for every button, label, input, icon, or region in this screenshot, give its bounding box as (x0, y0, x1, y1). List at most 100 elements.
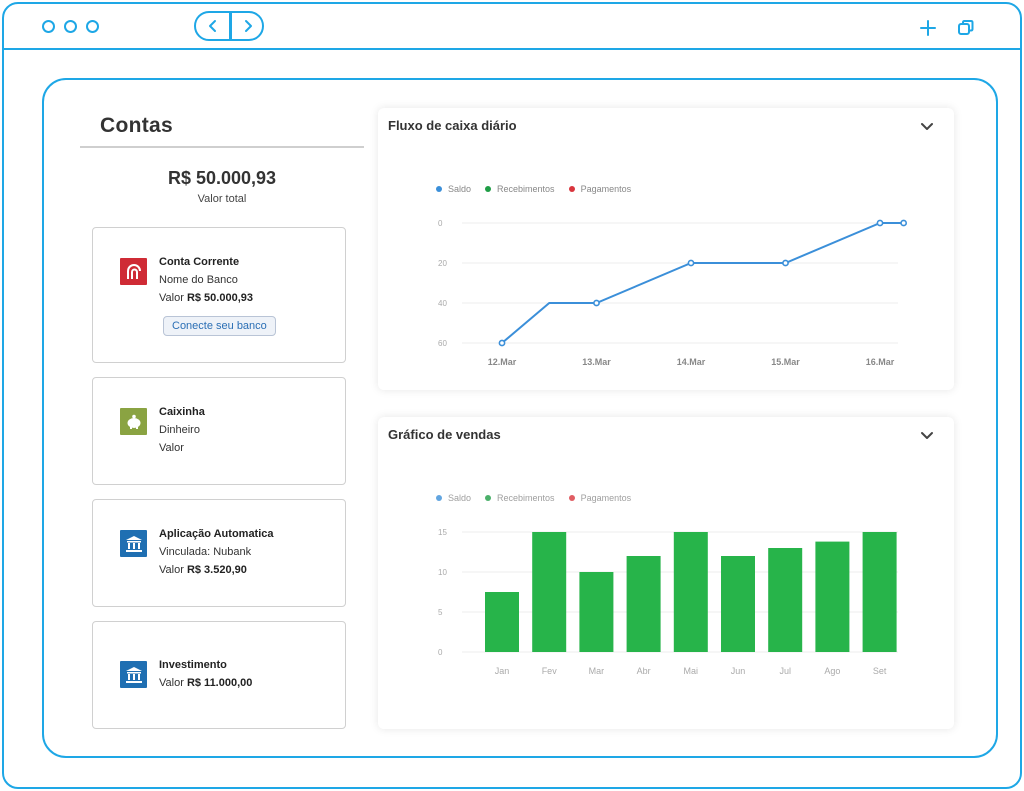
account-name: Caixinha (159, 406, 205, 418)
bar (579, 572, 614, 652)
sales-title: Gráfico de vendas (388, 427, 501, 442)
y-tick-label: 5 (438, 608, 443, 617)
data-point (876, 219, 884, 227)
sales-bar-chart: 0 5 10 15 Jan Fev Mar Abr Mai Jun Jul Ago Set (438, 528, 898, 676)
chevron-right-icon (244, 20, 252, 32)
x-tick-label: 15.Mar (771, 357, 800, 367)
nav-divider (229, 13, 232, 39)
account-bank: Nome do Banco (159, 274, 238, 286)
account-value-line: Valor R$ 50.000,93 (159, 289, 253, 307)
bar (626, 556, 661, 652)
plus-icon[interactable] (919, 19, 937, 37)
legend-label: Pagamentos (580, 493, 632, 503)
window-control-dot[interactable] (64, 20, 77, 33)
cashflow-panel: Fluxo de caixa diário Saldo Recebimentos… (378, 108, 954, 390)
data-point (782, 259, 789, 267)
bank-logo-icon (120, 258, 147, 285)
window-toolbar (4, 4, 1020, 50)
data-point (687, 259, 695, 267)
legend-swatch (485, 495, 492, 501)
legend-label: Pagamentos (580, 184, 632, 194)
y-tick-label: 0 (438, 219, 443, 228)
legend-item-saldo[interactable]: Saldo (436, 493, 471, 503)
back-button[interactable] (196, 13, 229, 39)
account-info: Investimento Valor R$ 11.000,00 (159, 656, 252, 692)
data-point (900, 219, 908, 227)
bar (768, 548, 803, 652)
bar (815, 541, 850, 652)
bar (532, 532, 567, 652)
window-control-dot[interactable] (42, 20, 55, 33)
account-info: Aplicação Automatica Vinculada: Nubank V… (159, 525, 274, 579)
y-tick-label: 15 (438, 528, 447, 537)
account-value-line: Valor R$ 3.520,90 (159, 561, 274, 579)
value-prefix: Valor (159, 442, 184, 454)
account-card-investimento[interactable]: Investimento Valor R$ 11.000,00 (92, 621, 346, 729)
account-value: R$ 3.520,90 (186, 564, 247, 576)
accounts-divider (80, 146, 364, 148)
account-card-aplicacao[interactable]: Aplicação Automatica Vinculada: Nubank V… (92, 499, 346, 607)
account-value-line: Valor R$ 11.000,00 (159, 674, 252, 692)
y-tick-label: 0 (438, 648, 443, 657)
x-tick-label: 13.Mar (582, 357, 611, 367)
legend-swatch (436, 186, 442, 192)
account-type: Dinheiro (159, 424, 200, 436)
copy-icon[interactable] (957, 19, 975, 37)
piggy-bank-icon (120, 408, 147, 435)
account-info: Conta Corrente Nome do Banco Valor R$ 50… (159, 253, 253, 307)
y-tick-label: 20 (438, 259, 447, 268)
cashflow-title: Fluxo de caixa diário (388, 118, 517, 133)
account-card-conta-corrente[interactable]: Conta Corrente Nome do Banco Valor R$ 50… (92, 227, 346, 363)
value-prefix: Valor (159, 677, 184, 689)
x-tick-label: Jul (779, 666, 791, 676)
window-control-dot[interactable] (86, 20, 99, 33)
legend-item-recebimentos[interactable]: Recebimentos (485, 184, 555, 194)
legend-swatch (568, 495, 575, 501)
dashboard-frame: Contas R$ 50.000,93 Valor total Conta Co… (42, 78, 998, 758)
legend-label: Saldo (448, 184, 472, 194)
connect-bank-button[interactable]: Conecte seu banco (163, 316, 276, 336)
bar (673, 532, 708, 652)
x-tick-label: Jan (495, 666, 510, 676)
y-tick-label: 10 (438, 568, 447, 577)
forward-button[interactable] (231, 13, 264, 39)
y-tick-label: 40 (438, 299, 447, 308)
series-line-saldo (501, 222, 904, 344)
account-value: R$ 11.000,00 (186, 677, 253, 689)
account-name: Conta Corrente (159, 256, 240, 268)
x-tick-label: 16.Mar (866, 357, 895, 367)
x-tick-label: Set (873, 666, 887, 676)
account-name: Investimento (159, 659, 227, 671)
navigation-buttons (194, 11, 264, 41)
legend-item-saldo[interactable]: Saldo (436, 184, 471, 194)
accounts-title: Contas (100, 114, 173, 137)
cashflow-line-chart: 0 20 40 60 12.Mar 13.Mar 14.Mar 15.Mar 16.Mar (438, 219, 908, 367)
y-tick-label: 60 (438, 339, 447, 348)
total-label: Valor total (197, 193, 247, 205)
legend-swatch (568, 186, 575, 192)
legend-item-recebimentos[interactable]: Recebimentos (485, 493, 555, 503)
total-value: R$ 50.000,93 (167, 168, 277, 188)
account-value-line: Valor (159, 439, 205, 457)
legend-item-pagamentos[interactable]: Pagamentos (568, 184, 632, 194)
bar (721, 556, 755, 652)
institution-icon (120, 661, 147, 688)
cashflow-legend: Saldo Recebimentos Pagamentos (436, 184, 631, 194)
chevron-down-icon[interactable] (920, 122, 934, 132)
x-tick-label: Mai (684, 666, 699, 676)
sales-legend: Saldo Recebimentos Pagamentos (436, 493, 631, 503)
bar (862, 532, 897, 652)
institution-icon (120, 530, 147, 557)
legend-label: Recebimentos (497, 493, 555, 503)
value-prefix: Valor (159, 292, 184, 304)
legend-swatch (485, 186, 492, 192)
data-point (498, 339, 506, 347)
chevron-down-icon[interactable] (920, 431, 934, 441)
account-card-caixinha[interactable]: Caixinha Dinheiro Valor (92, 377, 346, 485)
legend-swatch (436, 495, 442, 501)
value-prefix: Valor (159, 564, 184, 576)
legend-item-pagamentos[interactable]: Pagamentos (568, 493, 632, 503)
data-point (593, 299, 600, 307)
sales-panel: Gráfico de vendas Saldo Recebimentos Pag… (378, 417, 954, 729)
account-linked: Vinculada: Nubank (159, 546, 252, 558)
